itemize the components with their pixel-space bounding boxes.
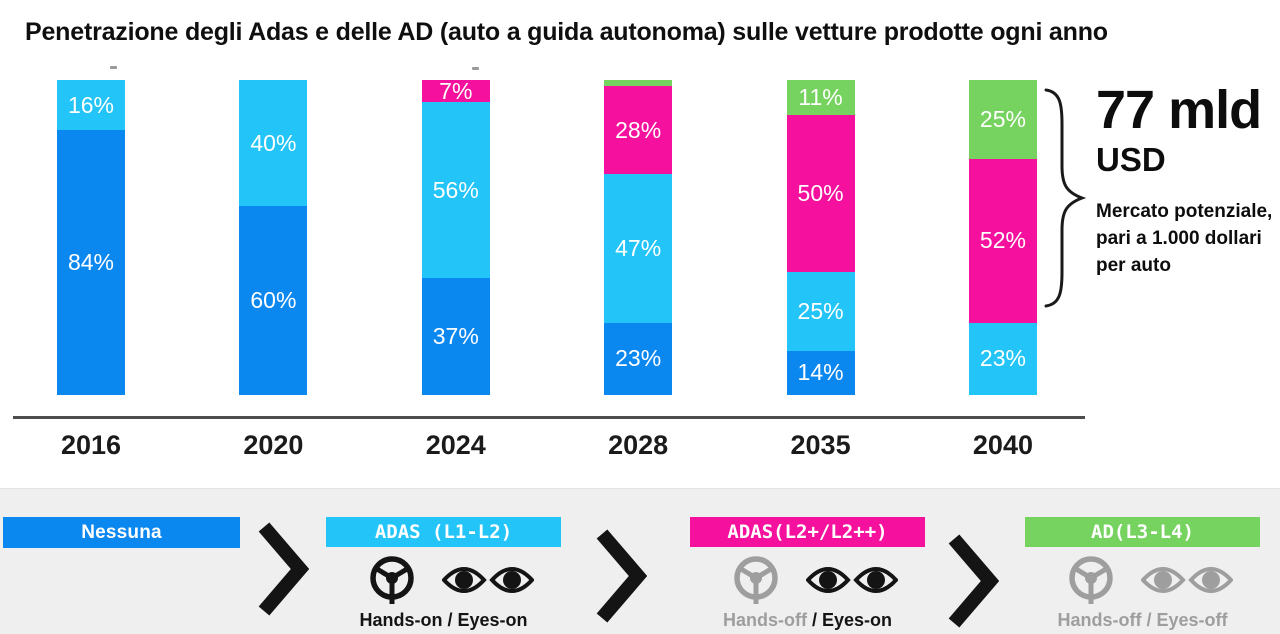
caption-slash: /: [447, 610, 453, 630]
bar-segment: [604, 80, 673, 87]
legend-icons: [1025, 554, 1260, 606]
bar-2016: 16% 84%: [57, 80, 125, 395]
bar-segment: 84%: [57, 130, 125, 395]
chevron-right-icon: [596, 529, 647, 623]
legend-label: Nessuna: [81, 521, 162, 543]
legend-group-adas-l2plus: ADAS(L2+/L2++) Hands-off / Eyes-on: [690, 517, 925, 631]
bar-segment: 23%: [968, 322, 1037, 395]
x-axis-label: 2024: [425, 430, 486, 460]
bar-2040: 25% 52% 23%: [968, 80, 1037, 395]
x-axis-label: 2028: [608, 430, 669, 460]
x-axis-label: 2020: [243, 430, 304, 460]
segment-value-label: 56%: [432, 176, 479, 203]
legend-chip-nessuna: Nessuna: [3, 517, 240, 548]
segment-value-label: 50%: [797, 179, 844, 206]
segment-value-label: 16%: [67, 91, 115, 118]
x-axis-label: 2040: [972, 430, 1033, 460]
eyes-icon: [806, 567, 898, 593]
hands-state: Hands-off: [1057, 610, 1142, 630]
bar-2020: 40% 60%: [239, 80, 308, 395]
x-axis-labels: 2016 2020 2024 2028 2035 2040: [57, 430, 1037, 461]
legend-chip-ad-l3-l4: AD(L3-L4): [1025, 517, 1260, 547]
eyes-state: Eyes-on: [822, 610, 893, 630]
legend-caption: Hands-on / Eyes-on: [326, 610, 561, 631]
legend-icons: [690, 554, 925, 606]
bar-segment: 25%: [968, 80, 1037, 159]
steering-wheel-icon: [370, 556, 414, 604]
steering-wheel-icon: [1069, 556, 1113, 604]
legend-group-adas-l1-l2: ADAS (L1-L2) Hands-on / Eyes-on: [326, 517, 561, 631]
legend-group-nessuna: Nessuna: [3, 517, 240, 548]
legend-chip-adas-l1-l2: ADAS (L1-L2): [326, 517, 561, 547]
legend-caption: Hands-off / Eyes-on: [690, 610, 925, 631]
bar-segment: 16%: [57, 80, 125, 131]
legend-icons: [326, 554, 561, 606]
market-annotation: 77 mld USD Mercato potenziale, pari a 1.…: [1096, 82, 1280, 280]
legend-panel: Nessuna ADAS (L1-L2): [0, 488, 1280, 634]
x-axis-label: 2016: [60, 430, 122, 460]
segment-value-label: 14%: [797, 359, 844, 386]
chart-title: Penetrazione degli Adas e delle AD (auto…: [25, 18, 1108, 46]
bar-segment: 11%: [786, 80, 855, 115]
segment-value-label: 25%: [797, 298, 844, 325]
stray-tick-mark: [110, 66, 117, 69]
bar-segment: 50%: [786, 114, 855, 273]
segment-value-label: 37%: [432, 323, 479, 350]
bar-segment: 25%: [786, 272, 855, 351]
market-note: Mercato potenziale, pari a 1.000 dollari…: [1096, 200, 1273, 276]
legend-caption: Hands-off / Eyes-off: [1025, 610, 1260, 631]
market-currency: USD: [1096, 140, 1166, 178]
bar-segment: 37%: [421, 278, 490, 395]
legend-label: ADAS (L1-L2): [374, 521, 513, 543]
hands-state: Hands-on: [359, 610, 443, 630]
bar-2035: 11% 50% 25% 14%: [786, 80, 855, 395]
eyes-icon: [1141, 567, 1233, 593]
bar-segment: 7%: [421, 77, 490, 104]
segment-value-label: 47%: [615, 235, 662, 261]
segment-value-label: 7%: [439, 77, 473, 104]
bar-2024: 7% 56% 37%: [421, 77, 490, 395]
x-axis-label: 2035: [790, 430, 851, 460]
bar-segment: 23%: [604, 322, 673, 395]
curly-brace: [1044, 88, 1087, 308]
caption-slash: /: [811, 610, 817, 630]
segment-value-label: 25%: [979, 105, 1026, 132]
bar-segment: 40%: [239, 80, 308, 206]
segment-value-label: 11%: [798, 83, 843, 110]
eyes-state: Eyes-on: [457, 610, 528, 630]
legend-label: AD(L3-L4): [1091, 521, 1194, 543]
bar-segment: 47%: [604, 174, 673, 323]
stacked-bar-chart: 16% 84% 40% 60% 7% 56% 37% 28% 47% 23% 11% 50% 25% 14…: [57, 77, 1037, 395]
segment-value-label: 52%: [979, 227, 1026, 254]
bar-segment: 56%: [421, 102, 490, 279]
segment-value-label: 23%: [979, 345, 1026, 372]
segment-value-label: 60%: [250, 287, 297, 313]
caption-slash: /: [1146, 610, 1152, 630]
steering-wheel-icon: [734, 556, 778, 604]
bar-segment: 14%: [786, 350, 855, 395]
bar-segment: 60%: [239, 206, 308, 395]
chevron-right-icon: [258, 522, 309, 616]
segment-value-label: 23%: [615, 345, 662, 372]
segment-value-label: 84%: [67, 249, 115, 276]
market-value: 77 mld: [1096, 80, 1262, 140]
bar-segment: 52%: [968, 158, 1037, 323]
legend-chip-adas-l2plus: ADAS(L2+/L2++): [690, 517, 925, 547]
eyes-icon: [442, 567, 534, 593]
x-axis-line: [13, 416, 1085, 419]
eyes-state: Eyes-off: [1156, 610, 1228, 630]
legend-group-ad-l3-l4: AD(L3-L4) Hands-off / Eyes-off: [1025, 517, 1260, 631]
hands-state: Hands-off: [722, 610, 807, 630]
segment-value-label: 28%: [615, 116, 662, 143]
bar-2028: 28% 47% 23%: [604, 80, 673, 395]
stray-tick-mark: [472, 67, 479, 70]
chevron-right-icon: [948, 534, 999, 628]
bar-segment: 28%: [604, 86, 673, 175]
segment-value-label: 40%: [250, 129, 297, 156]
legend-label: ADAS(L2+/L2++): [727, 521, 888, 543]
